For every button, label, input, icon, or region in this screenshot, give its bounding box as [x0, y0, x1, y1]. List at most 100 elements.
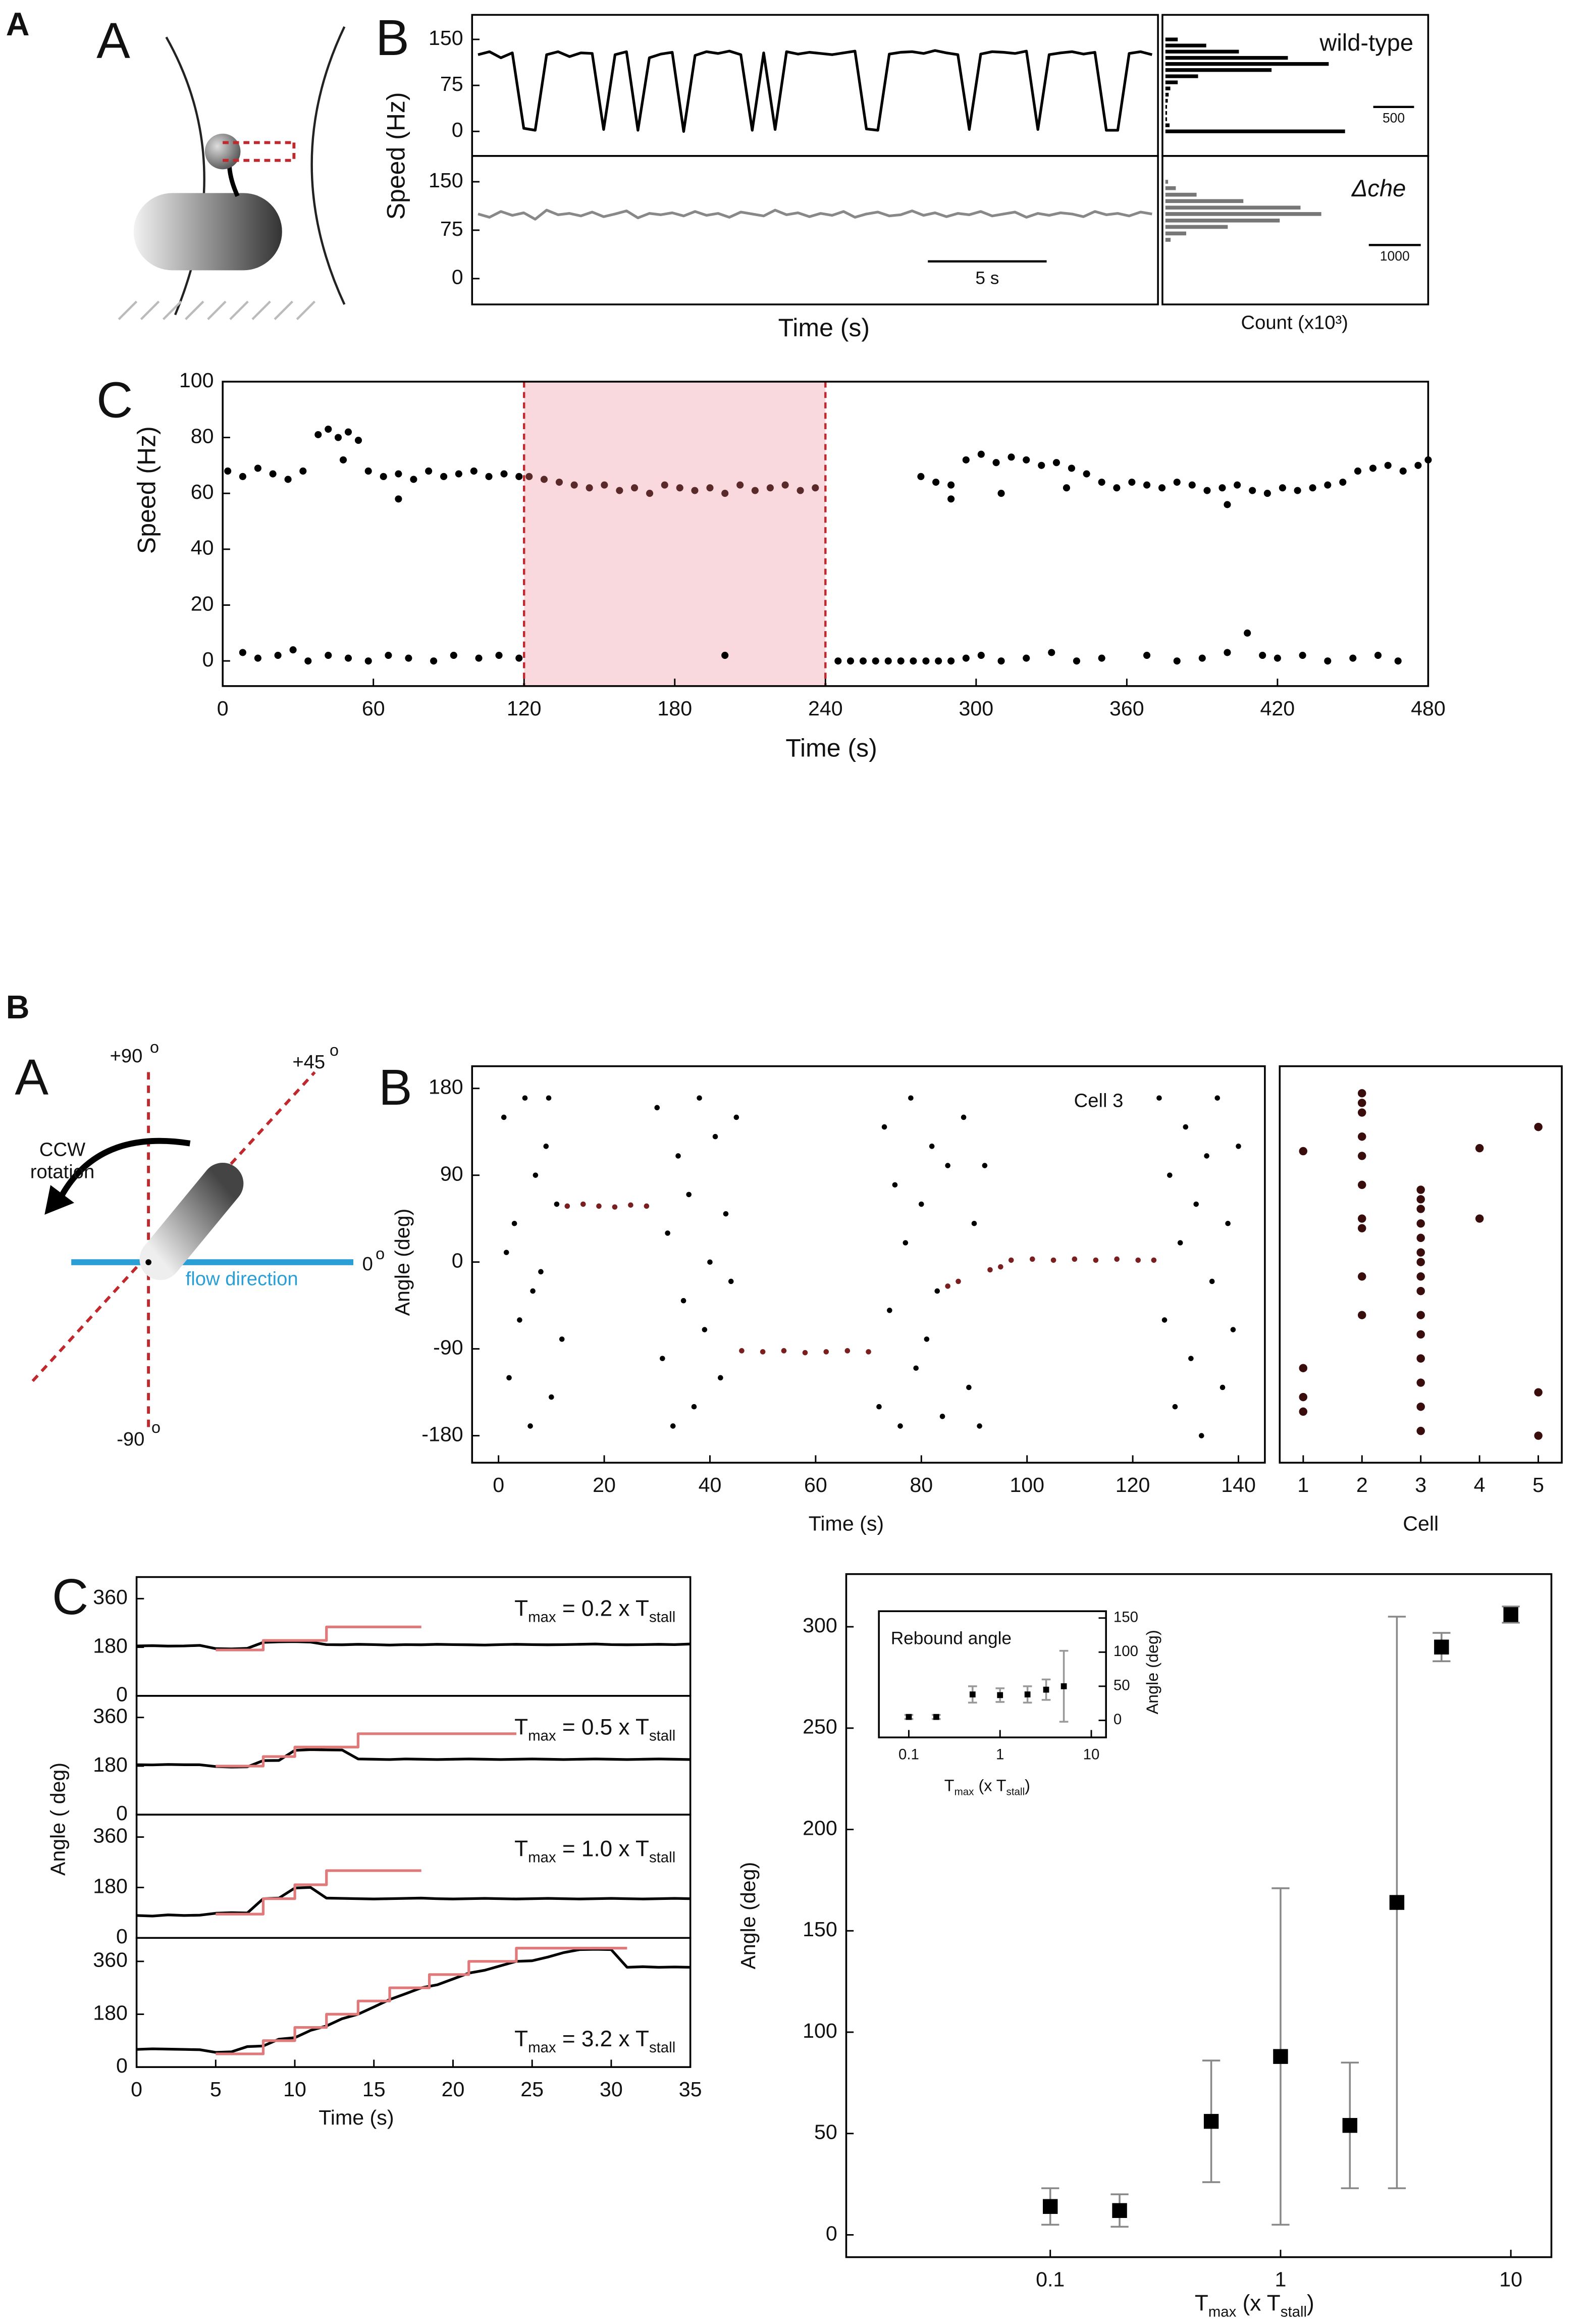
trace — [478, 49, 1153, 133]
annotation: wild-type — [1319, 29, 1413, 56]
data-point — [934, 1288, 940, 1294]
x-tick-label: 5 — [210, 2078, 222, 2101]
annotation: Tmax = 3.2 x Tstall — [514, 2027, 675, 2056]
x-tick-label: 1 — [996, 1746, 1004, 1763]
pivot — [145, 1259, 151, 1265]
data-point — [1358, 1108, 1366, 1117]
annotation-part: stall — [649, 1849, 675, 1866]
x-tick-label: 2 — [1356, 1473, 1368, 1496]
y-tick-label: 200 — [803, 1816, 837, 1839]
x-label-part: T — [944, 1776, 955, 1794]
hist-bar — [1165, 225, 1228, 229]
data-point — [1128, 478, 1136, 486]
data-point — [334, 434, 342, 441]
hist-bar — [1165, 117, 1168, 121]
data-point — [269, 470, 277, 478]
y-tick-label: 0 — [116, 2054, 128, 2077]
x-tick-label: 15 — [362, 2078, 386, 2101]
y-tick-label: 150 — [429, 26, 463, 49]
data-point — [1112, 2203, 1127, 2218]
data-point — [1399, 467, 1407, 475]
hist-bar — [1165, 231, 1186, 236]
laser-beam — [223, 141, 296, 162]
data-point — [1198, 654, 1206, 662]
data-point — [1434, 1639, 1449, 1655]
cartoon-angle-diagram — [31, 1071, 353, 1433]
data-point — [555, 478, 563, 486]
x-label-part: max — [1208, 2304, 1237, 2320]
data-point — [644, 1203, 650, 1209]
y-tick-label: 150 — [803, 1918, 837, 1941]
data-point — [969, 1691, 976, 1697]
data-point — [1038, 461, 1045, 469]
y-tick-label: 0 — [826, 2222, 837, 2245]
x-tick-label: 3 — [1415, 1473, 1426, 1496]
scale-bar-label: 1000 — [1380, 248, 1410, 264]
axis-45 — [31, 1071, 316, 1382]
x-tick-label: 40 — [699, 1473, 722, 1496]
y-tick-label: 0 — [202, 648, 214, 671]
data-point — [1068, 464, 1075, 472]
data-point — [1183, 1124, 1189, 1130]
annotation-part: stall — [649, 1609, 675, 1626]
plot-frame — [471, 1065, 1266, 1464]
data-point — [364, 467, 372, 475]
data-point — [517, 1317, 522, 1323]
x-tick-label: 60 — [804, 1473, 827, 1496]
data-point — [823, 1349, 829, 1355]
data-point — [289, 646, 297, 654]
x-tick-label: 420 — [1260, 697, 1295, 720]
figure-label: B — [6, 989, 30, 1025]
scalebar-label: 5 s — [975, 268, 999, 288]
data-point — [1358, 1099, 1366, 1107]
data-point — [1030, 1256, 1035, 1262]
data-point — [887, 1308, 892, 1313]
data-point — [1008, 1257, 1014, 1263]
figure-label: A — [6, 6, 30, 42]
hist-bar — [1165, 86, 1171, 90]
data-point — [702, 1327, 708, 1332]
data-point — [728, 1278, 734, 1284]
y-tick-label: 180 — [93, 1753, 128, 1776]
data-point — [1416, 1233, 1425, 1243]
data-point — [540, 476, 548, 483]
scale-bar-label: 500 — [1383, 110, 1405, 125]
y-tick-label: 50 — [814, 2121, 837, 2144]
data-point — [1173, 657, 1181, 665]
data-point — [1309, 484, 1316, 492]
y-tick-label: 360 — [93, 1585, 128, 1609]
data-point — [554, 1201, 560, 1207]
x-tick-label: 0.1 — [1036, 2268, 1065, 2291]
x-tick-label: 60 — [362, 697, 385, 720]
data-point — [1358, 1089, 1366, 1098]
x-tick-label: 140 — [1221, 1473, 1256, 1496]
rotation-label: rotation — [30, 1161, 94, 1183]
data-point — [344, 428, 352, 436]
y-tick-label: 0 — [452, 118, 463, 141]
x-tick-label: 10 — [1083, 1746, 1100, 1763]
data-point — [1299, 651, 1306, 659]
data-point — [834, 657, 842, 665]
cell-body — [133, 193, 282, 271]
data-point — [506, 1375, 512, 1381]
annotation-part: T — [514, 1836, 528, 1861]
data-point — [721, 490, 729, 497]
hist-bar — [1165, 74, 1198, 78]
data-point — [1394, 657, 1402, 665]
y-tick-label: 180 — [429, 1075, 463, 1099]
data-point — [530, 1288, 536, 1294]
data-point — [961, 1114, 967, 1120]
data-point — [515, 654, 523, 662]
data-point — [691, 487, 699, 494]
data-point — [977, 1423, 982, 1429]
data-point — [1416, 1354, 1425, 1363]
x-tick-label: 360 — [1109, 697, 1144, 720]
data-point — [1358, 1214, 1366, 1223]
hist-bar — [1165, 105, 1168, 109]
x-label-part: max — [955, 1786, 975, 1797]
data-point — [1209, 1278, 1215, 1284]
y-tick-label: 150 — [1114, 1609, 1138, 1625]
data-point — [1193, 1201, 1199, 1207]
data-point — [304, 657, 312, 665]
hist-bar — [1165, 43, 1206, 47]
